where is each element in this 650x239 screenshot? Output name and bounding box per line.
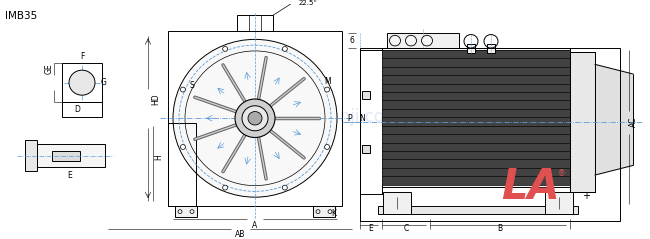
Bar: [570, 52, 595, 192]
Circle shape: [389, 35, 400, 46]
Text: IMB35: IMB35: [5, 11, 37, 22]
Circle shape: [324, 145, 330, 149]
Text: AC: AC: [629, 117, 638, 127]
Bar: [237, 15, 273, 31]
Circle shape: [181, 145, 185, 149]
Bar: [382, 134, 570, 143]
Bar: [545, 192, 573, 213]
Text: B: B: [497, 224, 502, 234]
Bar: [467, 44, 475, 53]
Bar: [382, 48, 570, 187]
Text: +: +: [582, 191, 590, 201]
Bar: [487, 44, 495, 53]
Circle shape: [223, 185, 227, 190]
Bar: [62, 63, 102, 102]
Text: H: H: [155, 154, 164, 160]
Bar: [25, 140, 37, 171]
Bar: [382, 75, 570, 84]
Text: G: G: [101, 78, 107, 87]
Text: D: D: [74, 105, 80, 114]
Bar: [382, 126, 570, 134]
Circle shape: [406, 35, 417, 46]
Circle shape: [282, 185, 287, 190]
Text: AB: AB: [235, 230, 245, 239]
Text: 6: 6: [350, 36, 354, 45]
Circle shape: [248, 112, 262, 125]
Text: E: E: [369, 224, 373, 234]
Text: F: F: [80, 52, 84, 61]
Circle shape: [282, 47, 287, 51]
Bar: [378, 206, 578, 213]
Circle shape: [69, 70, 95, 95]
Bar: [175, 206, 197, 217]
Bar: [382, 84, 570, 92]
Bar: [382, 117, 570, 126]
Bar: [382, 176, 570, 185]
Text: HD: HD: [151, 93, 161, 105]
Polygon shape: [595, 64, 633, 175]
Circle shape: [421, 35, 432, 46]
Bar: [382, 67, 570, 75]
Bar: [35, 144, 105, 167]
Text: A: A: [252, 221, 257, 230]
Bar: [570, 52, 595, 192]
Circle shape: [223, 47, 227, 51]
Bar: [387, 33, 459, 48]
Bar: [52, 151, 80, 161]
Bar: [360, 50, 382, 194]
Text: S: S: [190, 81, 194, 90]
Bar: [382, 151, 570, 159]
Bar: [382, 58, 570, 67]
Bar: [382, 159, 570, 168]
Circle shape: [173, 39, 337, 197]
Bar: [168, 31, 342, 206]
Bar: [382, 100, 570, 109]
Text: www.huaijianji.com: www.huaijianji.com: [240, 108, 400, 126]
Bar: [168, 123, 196, 206]
Bar: [382, 168, 570, 176]
Bar: [62, 102, 102, 117]
Text: 22.5°: 22.5°: [299, 0, 318, 6]
Circle shape: [181, 87, 185, 92]
Text: K: K: [332, 209, 337, 218]
Text: M: M: [325, 77, 332, 86]
Bar: [362, 91, 370, 99]
Bar: [362, 145, 370, 153]
Text: E: E: [68, 171, 72, 179]
Bar: [313, 206, 335, 217]
Bar: [382, 143, 570, 151]
Text: C: C: [404, 224, 409, 234]
Bar: [382, 109, 570, 117]
Bar: [382, 50, 570, 58]
Text: LA: LA: [500, 166, 560, 208]
Text: GE: GE: [44, 63, 53, 74]
Text: N: N: [359, 114, 365, 123]
Circle shape: [324, 87, 330, 92]
Bar: [360, 48, 620, 221]
Bar: [383, 192, 411, 213]
Circle shape: [242, 106, 268, 131]
Text: ®: ®: [558, 170, 566, 179]
Bar: [382, 92, 570, 100]
Text: P: P: [348, 114, 352, 123]
Circle shape: [235, 99, 275, 137]
